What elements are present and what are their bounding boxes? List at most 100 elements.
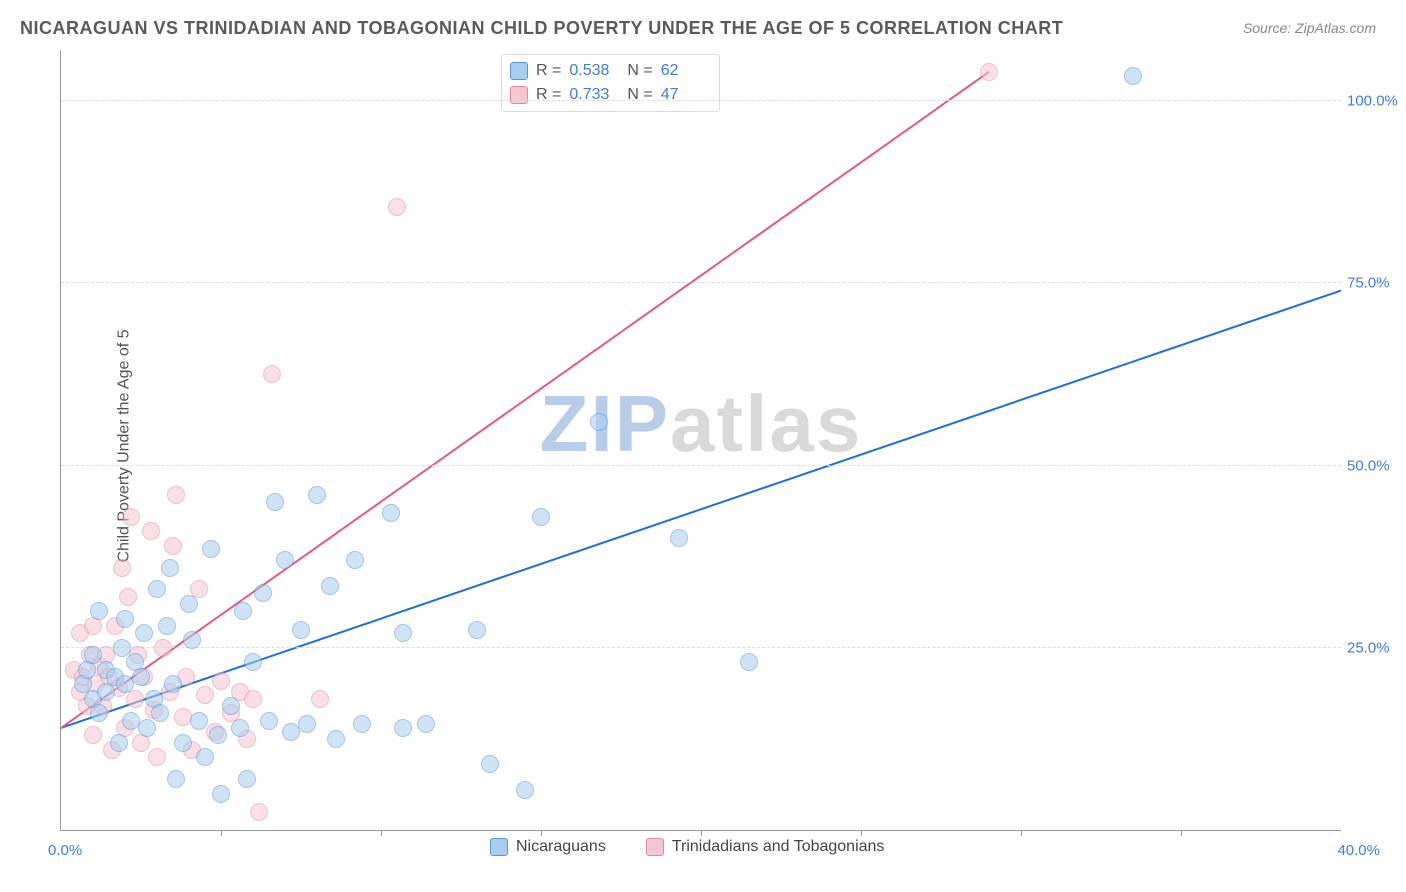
data-point — [516, 781, 534, 799]
data-point — [167, 486, 185, 504]
data-point — [231, 719, 249, 737]
x-tick — [381, 830, 382, 836]
data-point — [388, 198, 406, 216]
grid-line — [61, 647, 1341, 648]
data-point — [394, 624, 412, 642]
data-point — [90, 602, 108, 620]
data-point — [174, 734, 192, 752]
data-point — [180, 595, 198, 613]
data-point — [980, 63, 998, 81]
data-point — [148, 748, 166, 766]
legend-r-label: R = — [536, 83, 561, 107]
data-point — [209, 726, 227, 744]
data-point — [151, 704, 169, 722]
legend-item-label: Trinidadians and Tobagonians — [672, 838, 885, 856]
x-tick — [701, 830, 702, 836]
data-point — [142, 522, 160, 540]
data-point — [1124, 67, 1142, 85]
y-tick-label: 100.0% — [1347, 93, 1406, 110]
series-legend: Nicaraguans Trinidadians and Tobagonians — [490, 838, 884, 856]
x-tick — [541, 830, 542, 836]
data-point — [212, 785, 230, 803]
legend-n-label: N = — [627, 59, 652, 83]
data-point — [135, 624, 153, 642]
data-point — [90, 704, 108, 722]
source-attribution: Source: ZipAtlas.com — [1243, 20, 1376, 36]
legend-swatch-icon — [510, 62, 528, 80]
data-point — [84, 646, 102, 664]
y-tick-label: 75.0% — [1347, 275, 1406, 292]
data-point — [110, 734, 128, 752]
data-point — [276, 551, 294, 569]
data-point — [84, 726, 102, 744]
data-point — [190, 712, 208, 730]
data-point — [327, 730, 345, 748]
legend-swatch-icon — [646, 838, 664, 856]
data-point — [113, 639, 131, 657]
y-tick-label: 25.0% — [1347, 639, 1406, 656]
data-point — [158, 617, 176, 635]
legend-n-value: 62 — [661, 59, 711, 83]
legend-swatch-icon — [490, 838, 508, 856]
legend-row-series-a: R = 0.538 N = 62 — [510, 59, 711, 83]
x-tick — [1181, 830, 1182, 836]
watermark: ZIPatlas — [540, 378, 863, 470]
grid-line — [61, 100, 1341, 101]
grid-line — [61, 282, 1341, 283]
legend-r-value: 0.733 — [569, 83, 619, 107]
legend-item-series-a: Nicaraguans — [490, 838, 606, 856]
x-axis-origin-label: 0.0% — [48, 842, 82, 859]
data-point — [260, 712, 278, 730]
x-tick — [221, 830, 222, 836]
legend-r-label: R = — [536, 59, 561, 83]
legend-row-series-b: R = 0.733 N = 47 — [510, 83, 711, 107]
data-point — [138, 719, 156, 737]
data-point — [417, 715, 435, 733]
data-point — [532, 508, 550, 526]
chart-title: NICARAGUAN VS TRINIDADIAN AND TOBAGONIAN… — [20, 18, 1063, 39]
data-point — [132, 668, 150, 686]
data-point — [164, 675, 182, 693]
data-point — [481, 755, 499, 773]
data-point — [116, 610, 134, 628]
data-point — [202, 540, 220, 558]
data-point — [254, 584, 272, 602]
data-point — [382, 504, 400, 522]
data-point — [670, 529, 688, 547]
data-point — [266, 493, 284, 511]
data-point — [183, 631, 201, 649]
data-point — [250, 803, 268, 821]
data-point — [740, 653, 758, 671]
data-point — [590, 413, 608, 431]
data-point — [148, 580, 166, 598]
data-point — [311, 690, 329, 708]
legend-n-label: N = — [627, 83, 652, 107]
data-point — [122, 508, 140, 526]
x-tick — [1021, 830, 1022, 836]
data-point — [222, 697, 240, 715]
data-point — [298, 715, 316, 733]
data-point — [196, 748, 214, 766]
legend-item-series-b: Trinidadians and Tobagonians — [646, 838, 885, 856]
legend-item-label: Nicaraguans — [516, 838, 606, 856]
data-point — [164, 537, 182, 555]
legend-n-value: 47 — [661, 83, 711, 107]
trend-lines — [61, 50, 1341, 830]
data-point — [244, 653, 262, 671]
data-point — [154, 639, 172, 657]
data-point — [321, 577, 339, 595]
x-axis-max-label: 40.0% — [1337, 842, 1380, 859]
legend-swatch-icon — [510, 86, 528, 104]
data-point — [346, 551, 364, 569]
data-point — [238, 770, 256, 788]
data-point — [212, 672, 230, 690]
data-point — [263, 365, 281, 383]
legend-r-value: 0.538 — [569, 59, 619, 83]
watermark-atlas: atlas — [670, 379, 862, 468]
data-point — [353, 715, 371, 733]
data-point — [161, 559, 179, 577]
y-tick-label: 50.0% — [1347, 457, 1406, 474]
data-point — [308, 486, 326, 504]
data-point — [394, 719, 412, 737]
data-point — [244, 690, 262, 708]
